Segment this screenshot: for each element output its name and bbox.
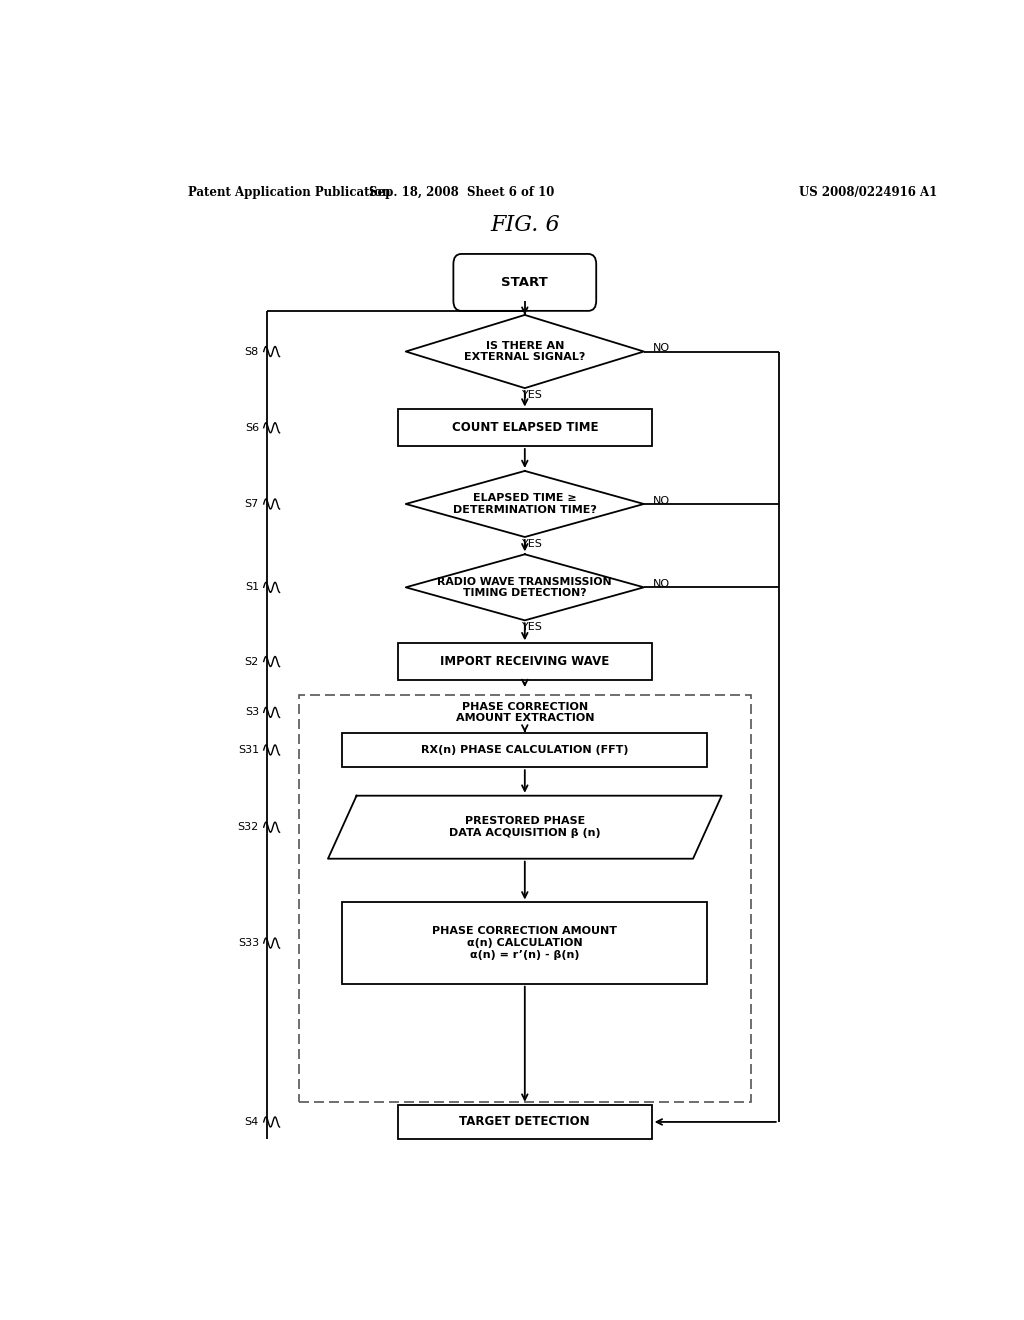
Text: COUNT ELAPSED TIME: COUNT ELAPSED TIME (452, 421, 598, 434)
Text: TARGET DETECTION: TARGET DETECTION (460, 1115, 590, 1129)
Bar (397, 409, 651, 446)
Text: S1: S1 (245, 582, 259, 593)
Text: S31: S31 (238, 744, 259, 755)
Text: ELAPSED TIME ≥
DETERMINATION TIME?: ELAPSED TIME ≥ DETERMINATION TIME? (453, 494, 597, 515)
Bar (342, 733, 708, 767)
Text: S33: S33 (238, 939, 259, 948)
Text: NO: NO (653, 496, 671, 506)
Text: START: START (502, 276, 548, 289)
Text: PRESTORED PHASE
DATA ACQUISITION β (n): PRESTORED PHASE DATA ACQUISITION β (n) (449, 816, 601, 838)
Text: Patent Application Publication: Patent Application Publication (187, 186, 390, 199)
Text: NO: NO (653, 343, 671, 354)
Text: YES: YES (522, 391, 543, 400)
Bar (299, 696, 751, 1102)
Text: IS THERE AN
EXTERNAL SIGNAL?: IS THERE AN EXTERNAL SIGNAL? (464, 341, 586, 362)
Polygon shape (406, 471, 644, 537)
Text: IMPORT RECEIVING WAVE: IMPORT RECEIVING WAVE (440, 655, 609, 668)
Bar (397, 1105, 651, 1139)
FancyBboxPatch shape (454, 253, 596, 312)
Text: RADIO WAVE TRANSMISSION
TIMING DETECTION?: RADIO WAVE TRANSMISSION TIMING DETECTION… (437, 577, 612, 598)
Text: S2: S2 (245, 656, 259, 667)
Polygon shape (406, 315, 644, 388)
Text: YES: YES (522, 539, 543, 549)
Text: PHASE CORRECTION AMOUNT
α(n) CALCULATION
α(n) = r’(n) - β(n): PHASE CORRECTION AMOUNT α(n) CALCULATION… (432, 927, 617, 960)
Text: RX(n) PHASE CALCULATION (FFT): RX(n) PHASE CALCULATION (FFT) (421, 744, 629, 755)
Text: YES: YES (522, 623, 543, 632)
Text: FIG. 6: FIG. 6 (490, 214, 559, 236)
Text: S8: S8 (245, 347, 259, 356)
Text: NO: NO (653, 579, 671, 589)
Text: US 2008/0224916 A1: US 2008/0224916 A1 (799, 186, 937, 199)
Text: S4: S4 (245, 1117, 259, 1127)
Text: S32: S32 (238, 822, 259, 832)
Text: S3: S3 (245, 708, 259, 717)
Bar (342, 903, 708, 983)
Text: PHASE CORRECTION
AMOUNT EXTRACTION: PHASE CORRECTION AMOUNT EXTRACTION (456, 701, 594, 723)
Polygon shape (328, 796, 722, 859)
Bar (397, 643, 651, 680)
Text: Sep. 18, 2008  Sheet 6 of 10: Sep. 18, 2008 Sheet 6 of 10 (369, 186, 554, 199)
Polygon shape (406, 554, 644, 620)
Text: S6: S6 (245, 422, 259, 433)
Text: S7: S7 (245, 499, 259, 510)
